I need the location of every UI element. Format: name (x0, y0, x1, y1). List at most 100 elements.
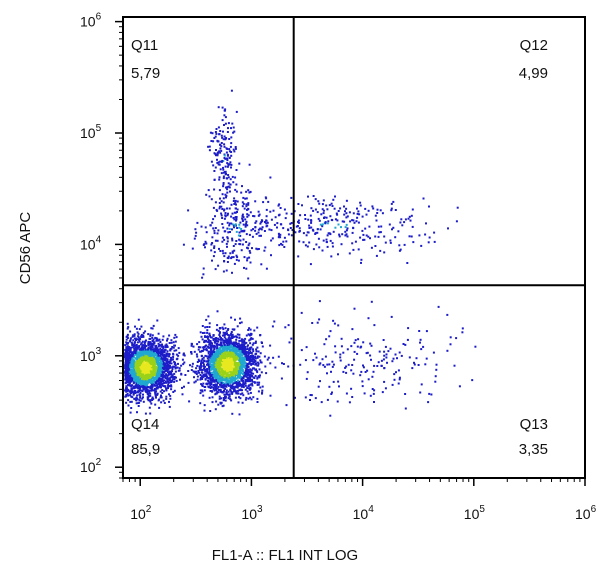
event-dot (175, 358, 178, 361)
event-dot (208, 332, 211, 335)
event-dot (169, 365, 171, 368)
event-dot (159, 384, 162, 387)
event-dot (220, 358, 223, 361)
event-dot (332, 198, 335, 201)
event-dot (218, 373, 221, 376)
event-dot (257, 228, 260, 231)
event-dot (232, 347, 235, 350)
event-dot (228, 379, 231, 382)
event-dot (365, 352, 368, 355)
event-dot (366, 369, 369, 372)
event-dot (169, 348, 172, 351)
event-dot (226, 245, 228, 248)
event-dot (143, 355, 146, 358)
event-dot (216, 239, 219, 242)
event-dot (214, 360, 217, 363)
event-dot (165, 364, 168, 367)
event-dot (163, 390, 165, 393)
event-dot (168, 352, 171, 355)
event-dot (337, 380, 340, 383)
event-dot (240, 375, 243, 378)
event-dot (195, 373, 198, 375)
event-dot (210, 359, 213, 362)
event-dot (446, 313, 449, 316)
event-dot (135, 361, 138, 364)
event-dot (209, 362, 212, 365)
event-dot (233, 218, 236, 221)
event-dot (171, 367, 174, 370)
event-dot (208, 195, 211, 198)
event-dot (146, 392, 149, 395)
event-dot (165, 397, 168, 400)
event-dot (166, 339, 168, 342)
event-dot (241, 367, 244, 370)
event-dot (257, 362, 260, 365)
event-dot (360, 258, 363, 261)
event-dot (198, 368, 201, 371)
event-dot (227, 357, 230, 360)
event-dot (144, 363, 147, 366)
event-dot (173, 372, 176, 375)
event-dot (226, 364, 229, 367)
event-dot (158, 352, 161, 354)
event-dot (297, 255, 300, 258)
event-dot (322, 212, 325, 215)
event-dot (237, 259, 240, 262)
event-dot (210, 352, 213, 355)
event-dot (300, 311, 303, 314)
event-dot (259, 334, 262, 336)
event-dot (209, 336, 212, 339)
event-dot (174, 367, 177, 370)
event-dot (256, 361, 259, 364)
event-dot (395, 371, 397, 374)
event-dot (148, 361, 151, 364)
event-dot (129, 337, 132, 340)
event-dot (315, 356, 318, 359)
event-dot (240, 383, 243, 386)
event-dot (154, 403, 157, 406)
event-dot (244, 362, 247, 365)
event-dot (214, 358, 217, 361)
event-dot (214, 268, 217, 271)
event-dot (128, 377, 131, 380)
event-dot (131, 344, 134, 346)
event-dot (249, 355, 251, 358)
event-dot (245, 369, 248, 372)
event-dot (231, 251, 234, 254)
event-dot (130, 351, 133, 354)
event-dot (389, 347, 392, 350)
event-dot (129, 411, 132, 414)
event-dot (128, 361, 131, 364)
event-dot (246, 259, 249, 262)
event-dot (258, 381, 261, 384)
event-dot (218, 395, 221, 398)
event-dot (388, 223, 391, 226)
event-dot (241, 349, 244, 352)
event-dot (242, 352, 245, 355)
event-dot (167, 378, 170, 381)
event-dot (243, 339, 246, 342)
event-dot (152, 350, 155, 353)
event-dot (427, 401, 430, 404)
event-dot (145, 386, 148, 389)
event-dot (128, 340, 131, 343)
event-dot (170, 375, 173, 378)
event-dot (224, 365, 227, 367)
event-dot (218, 207, 221, 210)
event-dot (348, 252, 351, 255)
event-dot (382, 358, 385, 361)
event-dot (257, 383, 260, 386)
event-dot (173, 336, 176, 339)
event-dot (257, 231, 260, 234)
event-dot (132, 374, 135, 377)
event-dot (259, 359, 262, 362)
event-dot (212, 388, 215, 391)
event-dot (183, 361, 186, 364)
event-dot (374, 235, 377, 238)
event-dot (210, 363, 213, 366)
event-dot (474, 345, 477, 348)
event-dot (150, 363, 153, 366)
event-dot (400, 218, 403, 221)
event-dot (150, 327, 153, 330)
event-dot (425, 357, 428, 360)
